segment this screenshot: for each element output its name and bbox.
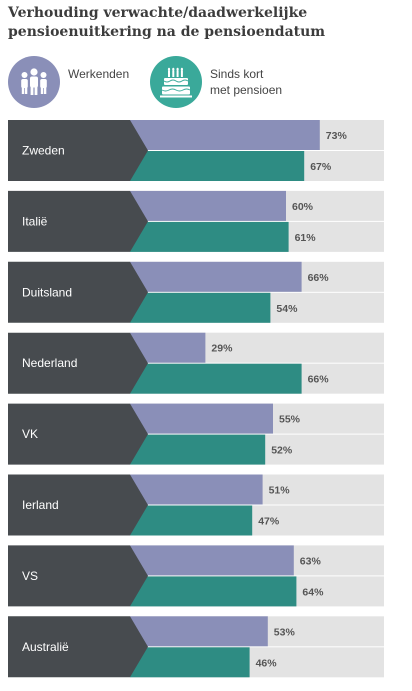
bar [130,505,253,536]
data-label: 55% [279,414,301,426]
category-label: Nederland [22,356,77,370]
data-label: 52% [271,445,293,457]
data-label: 46% [256,657,278,669]
category-group: 60% 61% Italië [8,190,384,252]
bar [130,120,320,150]
category-label: Australië [22,640,69,654]
category-box [8,474,148,536]
legend-label-pensioen: Sinds kort met pensioen [210,67,283,97]
data-label: 63% [300,555,322,567]
data-label: 66% [308,272,330,284]
category-group: 73% 67% Zweden [8,120,384,181]
category-label: Duitsland [22,285,72,299]
bar [130,363,302,394]
data-label: 53% [274,626,296,638]
legend-label-werkenden: Werkenden [68,67,130,81]
category-group: 53% 46% Australië [8,616,384,678]
category-label: VS [22,569,38,583]
data-label: 54% [276,303,298,315]
bar [130,261,302,292]
bar [130,474,263,505]
data-label: 64% [302,586,324,598]
category-box [8,545,148,607]
category-group: 29% 66% Nederland [8,332,384,394]
bar [130,221,289,252]
data-label: 51% [269,485,291,497]
category-label: Zweden [22,144,65,158]
category-box [8,616,148,678]
chart-title-line-1: Verhouding verwachte/daadwerkelijke [8,5,308,21]
category-box [8,120,148,181]
data-label: 67% [310,161,332,173]
chart-title: Verhouding verwachte/daadwerkelijke pens… [8,4,408,42]
data-label: 47% [258,516,280,528]
bar [130,403,273,434]
data-label: 60% [292,201,314,213]
bar [130,647,250,678]
category-group: 66% 54% Duitsland [8,261,384,323]
category-group: 51% 47% Ierland [8,474,384,536]
bar [130,616,268,647]
bar [130,292,271,323]
bar [130,190,286,221]
category-box [8,332,148,394]
cake-icon [150,56,202,108]
category-box [8,403,148,465]
category-group: 55% 52% VK [8,403,384,465]
bar [130,576,297,607]
category-box [8,261,148,323]
category-label: Italië [22,214,48,228]
bar [130,151,305,181]
bar [130,545,294,576]
data-label: 61% [295,232,317,244]
category-label: VK [22,427,38,441]
chart-title-line-2: pensioenuitkering na de pensioendatum [8,24,326,40]
category-group: 63% 64% VS [8,545,384,607]
category-box [8,190,148,252]
people-icon [8,56,60,108]
data-label: 73% [326,130,348,142]
data-label: 29% [211,343,233,355]
category-label: Ierland [22,498,59,512]
data-label: 66% [308,374,330,386]
bar [130,434,266,465]
